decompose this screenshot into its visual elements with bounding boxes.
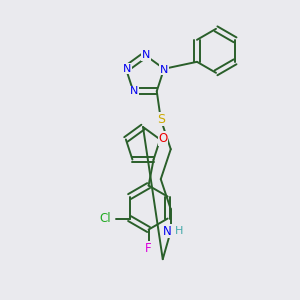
- Text: N: N: [130, 86, 138, 96]
- Text: Cl: Cl: [99, 212, 110, 225]
- Text: H: H: [175, 226, 183, 236]
- Text: O: O: [158, 132, 168, 145]
- Text: S: S: [157, 113, 165, 126]
- Text: N: N: [123, 64, 131, 74]
- Text: N: N: [162, 225, 171, 238]
- Text: N: N: [142, 50, 150, 60]
- Text: F: F: [145, 242, 152, 255]
- Text: N: N: [160, 65, 168, 75]
